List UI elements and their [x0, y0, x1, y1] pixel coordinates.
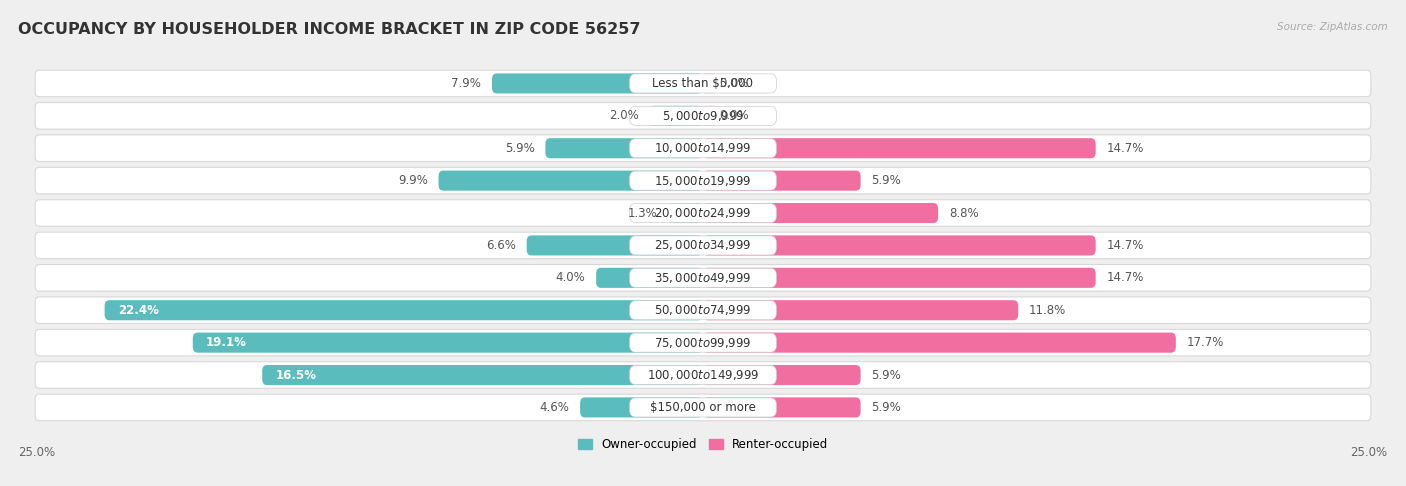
Text: 5.9%: 5.9%	[872, 174, 901, 187]
FancyBboxPatch shape	[630, 301, 776, 320]
FancyBboxPatch shape	[703, 171, 860, 191]
Text: 19.1%: 19.1%	[207, 336, 247, 349]
FancyBboxPatch shape	[630, 398, 776, 417]
Text: 14.7%: 14.7%	[1107, 142, 1143, 155]
Text: $20,000 to $24,999: $20,000 to $24,999	[654, 206, 752, 220]
Text: 0.0%: 0.0%	[718, 77, 748, 90]
Text: 2.0%: 2.0%	[609, 109, 638, 122]
Text: 8.8%: 8.8%	[949, 207, 979, 220]
FancyBboxPatch shape	[546, 138, 703, 158]
Text: 11.8%: 11.8%	[1029, 304, 1066, 317]
Text: $75,000 to $99,999: $75,000 to $99,999	[654, 336, 752, 349]
FancyBboxPatch shape	[35, 264, 1371, 291]
Text: 7.9%: 7.9%	[451, 77, 481, 90]
FancyBboxPatch shape	[703, 332, 1175, 353]
Text: 6.6%: 6.6%	[486, 239, 516, 252]
Text: 4.6%: 4.6%	[540, 401, 569, 414]
FancyBboxPatch shape	[581, 398, 703, 417]
FancyBboxPatch shape	[35, 70, 1371, 97]
FancyBboxPatch shape	[262, 365, 703, 385]
FancyBboxPatch shape	[703, 365, 860, 385]
Text: 5.9%: 5.9%	[872, 368, 901, 382]
FancyBboxPatch shape	[630, 171, 776, 190]
Text: 14.7%: 14.7%	[1107, 271, 1143, 284]
Text: 5.9%: 5.9%	[872, 401, 901, 414]
FancyBboxPatch shape	[650, 106, 703, 126]
FancyBboxPatch shape	[703, 268, 1095, 288]
FancyBboxPatch shape	[527, 235, 703, 256]
FancyBboxPatch shape	[35, 103, 1371, 129]
Text: $150,000 or more: $150,000 or more	[650, 401, 756, 414]
FancyBboxPatch shape	[35, 232, 1371, 259]
FancyBboxPatch shape	[630, 106, 776, 125]
FancyBboxPatch shape	[596, 268, 703, 288]
Text: $25,000 to $34,999: $25,000 to $34,999	[654, 239, 752, 252]
Text: Source: ZipAtlas.com: Source: ZipAtlas.com	[1277, 22, 1388, 32]
FancyBboxPatch shape	[630, 204, 776, 223]
FancyBboxPatch shape	[35, 135, 1371, 161]
FancyBboxPatch shape	[630, 365, 776, 384]
Text: 4.0%: 4.0%	[555, 271, 585, 284]
Text: 25.0%: 25.0%	[18, 446, 55, 459]
Text: OCCUPANCY BY HOUSEHOLDER INCOME BRACKET IN ZIP CODE 56257: OCCUPANCY BY HOUSEHOLDER INCOME BRACKET …	[18, 22, 641, 37]
FancyBboxPatch shape	[630, 268, 776, 287]
FancyBboxPatch shape	[630, 236, 776, 255]
FancyBboxPatch shape	[35, 167, 1371, 194]
FancyBboxPatch shape	[703, 398, 860, 417]
Text: $35,000 to $49,999: $35,000 to $49,999	[654, 271, 752, 285]
FancyBboxPatch shape	[668, 203, 703, 223]
FancyBboxPatch shape	[703, 73, 716, 93]
FancyBboxPatch shape	[703, 235, 1095, 256]
FancyBboxPatch shape	[630, 333, 776, 352]
FancyBboxPatch shape	[703, 138, 1095, 158]
Legend: Owner-occupied, Renter-occupied: Owner-occupied, Renter-occupied	[572, 433, 834, 455]
FancyBboxPatch shape	[703, 106, 716, 126]
FancyBboxPatch shape	[35, 394, 1371, 421]
Text: $50,000 to $74,999: $50,000 to $74,999	[654, 303, 752, 317]
FancyBboxPatch shape	[703, 300, 1018, 320]
Text: $10,000 to $14,999: $10,000 to $14,999	[654, 141, 752, 155]
FancyBboxPatch shape	[439, 171, 703, 191]
Text: Less than $5,000: Less than $5,000	[652, 77, 754, 90]
FancyBboxPatch shape	[35, 297, 1371, 324]
Text: $100,000 to $149,999: $100,000 to $149,999	[647, 368, 759, 382]
Text: 5.9%: 5.9%	[505, 142, 534, 155]
Text: 14.7%: 14.7%	[1107, 239, 1143, 252]
FancyBboxPatch shape	[35, 362, 1371, 388]
Text: 0.0%: 0.0%	[718, 109, 748, 122]
FancyBboxPatch shape	[703, 203, 938, 223]
Text: $5,000 to $9,999: $5,000 to $9,999	[662, 109, 744, 123]
FancyBboxPatch shape	[193, 332, 703, 353]
Text: 25.0%: 25.0%	[1351, 446, 1388, 459]
FancyBboxPatch shape	[492, 73, 703, 93]
Text: 9.9%: 9.9%	[398, 174, 427, 187]
Text: 1.3%: 1.3%	[628, 207, 658, 220]
FancyBboxPatch shape	[630, 74, 776, 93]
FancyBboxPatch shape	[630, 139, 776, 158]
Text: 16.5%: 16.5%	[276, 368, 316, 382]
FancyBboxPatch shape	[104, 300, 703, 320]
Text: 17.7%: 17.7%	[1187, 336, 1223, 349]
FancyBboxPatch shape	[35, 330, 1371, 356]
Text: $15,000 to $19,999: $15,000 to $19,999	[654, 174, 752, 188]
Text: 22.4%: 22.4%	[118, 304, 159, 317]
FancyBboxPatch shape	[35, 200, 1371, 226]
